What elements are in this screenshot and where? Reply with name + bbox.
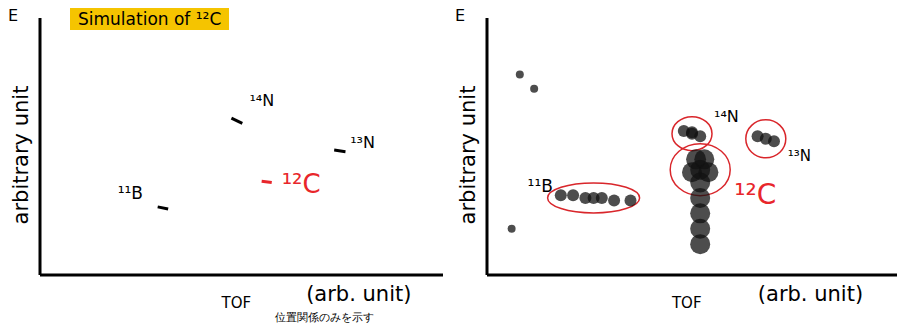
html-text:TOF: TOF xyxy=(221,294,252,312)
html-text:位置関係のみを示す: 位置関係のみを示す xyxy=(275,311,374,324)
svg-text:¹³N: ¹³N xyxy=(350,133,375,152)
svg-text:¹³N: ¹³N xyxy=(788,147,811,165)
html-text:(arb. unit): (arb. unit) xyxy=(306,282,412,306)
html-text:arbitrary unit: arbitrary unit xyxy=(456,85,480,225)
html-text:(arb. unit): (arb. unit) xyxy=(757,282,864,306)
html-text:Simulation of ¹²C: Simulation of ¹²C xyxy=(78,9,222,29)
svg-text:¹²C: ¹²C xyxy=(282,169,321,199)
svg-text:¹¹B: ¹¹B xyxy=(528,176,553,196)
html-text:E: E xyxy=(455,6,466,25)
svg-text:¹²C: ¹²C xyxy=(734,178,776,211)
html-text:E: E xyxy=(8,6,19,25)
svg-text:¹⁴N: ¹⁴N xyxy=(714,107,739,126)
html-text:TOF: TOF xyxy=(672,294,702,312)
html-text:arbitrary unit: arbitrary unit xyxy=(9,85,33,225)
svg-text:¹¹B: ¹¹B xyxy=(118,183,143,203)
svg-text:¹⁴N: ¹⁴N xyxy=(249,91,274,110)
